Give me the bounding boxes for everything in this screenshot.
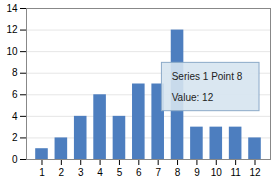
svg-text:1: 1 [39, 167, 45, 178]
svg-text:10: 10 [6, 46, 18, 57]
svg-text:10: 10 [211, 167, 223, 178]
svg-text:7: 7 [155, 167, 161, 178]
svg-text:4: 4 [97, 167, 103, 178]
svg-text:0: 0 [12, 154, 18, 165]
svg-text:6: 6 [136, 167, 142, 178]
svg-text:Series 1 Point 8: Series 1 Point 8 [172, 71, 243, 82]
svg-text:2: 2 [59, 167, 65, 178]
svg-text:14: 14 [6, 3, 18, 14]
svg-text:12: 12 [249, 167, 261, 178]
svg-text:2: 2 [12, 132, 18, 143]
svg-text:8: 8 [175, 167, 181, 178]
svg-text:Value: 12: Value: 12 [172, 92, 214, 103]
svg-text:5: 5 [117, 167, 123, 178]
svg-text:12: 12 [6, 24, 18, 35]
svg-text:4: 4 [12, 111, 18, 122]
svg-text:9: 9 [194, 167, 200, 178]
svg-text:8: 8 [12, 67, 18, 78]
svg-text:3: 3 [78, 167, 84, 178]
svg-text:11: 11 [230, 167, 241, 178]
svg-text:6: 6 [12, 89, 18, 100]
